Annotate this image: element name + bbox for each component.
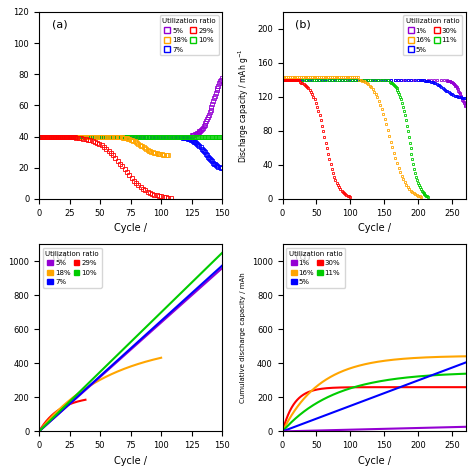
Text: (d): (d) <box>295 252 311 262</box>
X-axis label: Cycle /: Cycle / <box>357 223 391 233</box>
X-axis label: Cycle /: Cycle / <box>114 456 147 465</box>
Legend: 1%, 16%, 5%, 30%, 11%: 1%, 16%, 5%, 30%, 11% <box>286 248 345 288</box>
Legend: 5%, 18%, 7%, 29%, 10%: 5%, 18%, 7%, 29%, 10% <box>160 15 219 55</box>
Legend: 1%, 16%, 5%, 30%, 11%: 1%, 16%, 5%, 30%, 11% <box>403 15 462 55</box>
Y-axis label: Cumulative discharge capacity / mAh: Cumulative discharge capacity / mAh <box>240 273 246 403</box>
X-axis label: Cycle /: Cycle / <box>114 223 147 233</box>
Text: (c): (c) <box>52 252 67 262</box>
Text: (b): (b) <box>295 19 311 29</box>
Y-axis label: Discharge capacity / mAh g$^{-1}$: Discharge capacity / mAh g$^{-1}$ <box>237 48 251 163</box>
Text: (a): (a) <box>52 19 67 29</box>
X-axis label: Cycle /: Cycle / <box>357 456 391 465</box>
Legend: 5%, 18%, 7%, 29%, 10%: 5%, 18%, 7%, 29%, 10% <box>43 248 102 288</box>
